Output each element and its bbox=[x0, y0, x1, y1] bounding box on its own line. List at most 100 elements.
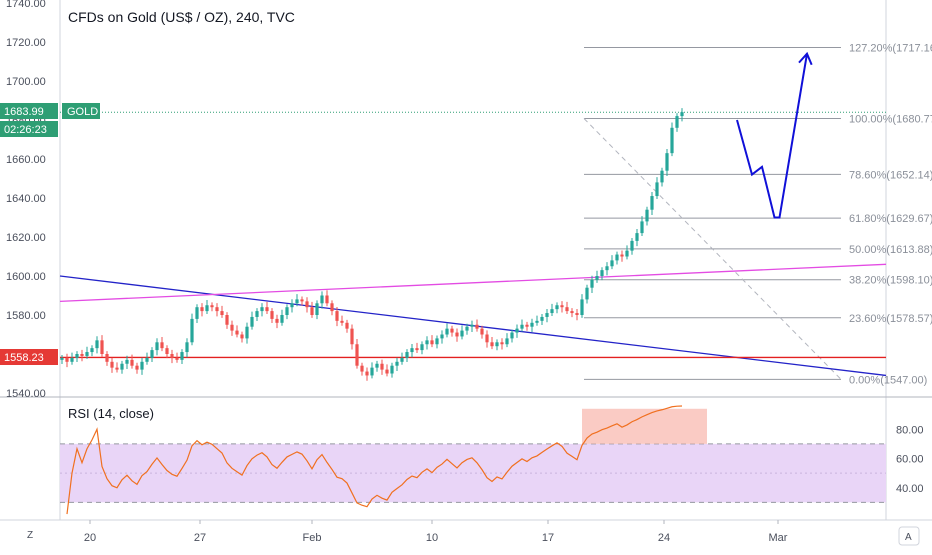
projection-arrow[interactable] bbox=[736, 51, 813, 219]
fib-level-label: 50.00%(1613.88) bbox=[849, 244, 932, 256]
candle-body bbox=[350, 328, 354, 345]
candle-body bbox=[515, 328, 519, 333]
candle-body bbox=[665, 153, 669, 171]
candle-body bbox=[555, 305, 559, 310]
candle-body bbox=[610, 260, 614, 267]
candle-body bbox=[260, 307, 264, 312]
last-price-badge bbox=[0, 103, 58, 119]
auto-scale-button[interactable]: A bbox=[898, 526, 920, 546]
candle-body bbox=[160, 342, 164, 349]
candle-body bbox=[400, 357, 404, 362]
candle-body bbox=[100, 340, 104, 354]
symbol-badge bbox=[62, 103, 100, 119]
time-tick-label: Feb bbox=[303, 532, 322, 544]
fib-level-label: 100.00%(1680.77) bbox=[849, 113, 932, 125]
candle-body bbox=[590, 279, 594, 288]
rsi-line bbox=[66, 405, 683, 515]
symbol-label: GOLD bbox=[67, 106, 98, 118]
candle-body bbox=[415, 348, 419, 351]
candle-body bbox=[425, 340, 429, 345]
candle-body bbox=[655, 182, 659, 197]
zoom-button-label: Z bbox=[27, 530, 33, 541]
fib-level-label: 0.00%(1547.00) bbox=[849, 374, 927, 386]
candle-body bbox=[385, 369, 389, 374]
trend-line-ascending[interactable] bbox=[59, 263, 887, 302]
candle-body bbox=[460, 330, 464, 337]
projection-arrowhead bbox=[798, 51, 813, 66]
candle-body bbox=[410, 348, 414, 353]
candle-body bbox=[575, 313, 579, 315]
candle-body bbox=[300, 299, 304, 302]
candle-body bbox=[405, 352, 409, 358]
candle-body bbox=[70, 357, 74, 362]
candle-body bbox=[80, 354, 84, 356]
candle-body bbox=[430, 340, 434, 345]
time-tick-label: 20 bbox=[84, 532, 96, 544]
candle-body bbox=[585, 287, 589, 300]
candle-body bbox=[85, 352, 89, 356]
candle-body bbox=[250, 316, 254, 327]
time-tick-label: 17 bbox=[542, 532, 554, 544]
candle-body bbox=[550, 309, 554, 314]
candle-body bbox=[125, 359, 129, 364]
candle-body bbox=[470, 324, 474, 327]
candle-body bbox=[500, 342, 504, 345]
candle-body bbox=[65, 357, 69, 362]
zoom-button[interactable]: Z bbox=[27, 530, 33, 541]
candle-body bbox=[650, 196, 654, 210]
fib-trend-line bbox=[583, 118, 842, 380]
candle-body bbox=[370, 367, 374, 376]
candle-body bbox=[325, 295, 329, 304]
candle-body bbox=[570, 311, 574, 314]
trend-lines[interactable] bbox=[59, 111, 887, 377]
candle-body bbox=[395, 361, 399, 366]
price-tick-label: 1700.00 bbox=[6, 76, 46, 88]
price-tick-label: 1720.00 bbox=[6, 37, 46, 49]
rsi-band bbox=[60, 443, 886, 503]
candle-body bbox=[615, 254, 619, 261]
candle-body bbox=[520, 324, 524, 329]
price-tick-label: 1620.00 bbox=[6, 232, 46, 244]
fib-level-label: 61.80%(1629.67) bbox=[849, 213, 932, 225]
candle-body bbox=[465, 326, 469, 331]
price-tick-label: 1740.00 bbox=[6, 0, 46, 10]
candle-body bbox=[115, 367, 119, 370]
candle-body bbox=[190, 318, 194, 343]
candle-body bbox=[530, 322, 534, 327]
price-tick-label: 1600.00 bbox=[6, 271, 46, 283]
fib-level-label: 127.20%(1717.16) bbox=[849, 43, 932, 55]
candle-body bbox=[305, 301, 309, 308]
candle-body bbox=[210, 305, 214, 308]
candle-body bbox=[330, 303, 334, 312]
candle-body bbox=[545, 313, 549, 317]
candle-body bbox=[240, 334, 244, 339]
candle-body bbox=[355, 344, 359, 366]
candle-body bbox=[660, 170, 664, 183]
fibonacci-retracement[interactable]: 127.20%(1717.16) 100.00%(1680.77) 78.60%(1… bbox=[583, 43, 932, 387]
candle-body bbox=[580, 299, 584, 315]
candle-body bbox=[495, 342, 499, 347]
candle-body bbox=[340, 320, 344, 323]
support-level-badge bbox=[0, 349, 58, 365]
price-tick-label: 1540.00 bbox=[6, 388, 46, 400]
candle-body bbox=[60, 357, 64, 360]
candle-body bbox=[540, 316, 544, 321]
candle-body bbox=[265, 307, 269, 312]
candle-body bbox=[640, 221, 644, 234]
candle-body bbox=[225, 315, 229, 325]
candle-body bbox=[140, 361, 144, 370]
candle-body bbox=[390, 365, 394, 374]
candle-body bbox=[420, 344, 424, 351]
candle-body bbox=[435, 338, 439, 345]
candle-body bbox=[505, 338, 509, 345]
candle-body bbox=[645, 209, 649, 222]
candle-body bbox=[320, 295, 324, 304]
candle-body bbox=[560, 305, 564, 308]
candle-body bbox=[680, 112, 684, 117]
candle-body bbox=[600, 270, 604, 276]
projection-path bbox=[736, 53, 808, 219]
candle-body bbox=[295, 299, 299, 304]
rsi-title: RSI (14, close) bbox=[68, 406, 154, 421]
